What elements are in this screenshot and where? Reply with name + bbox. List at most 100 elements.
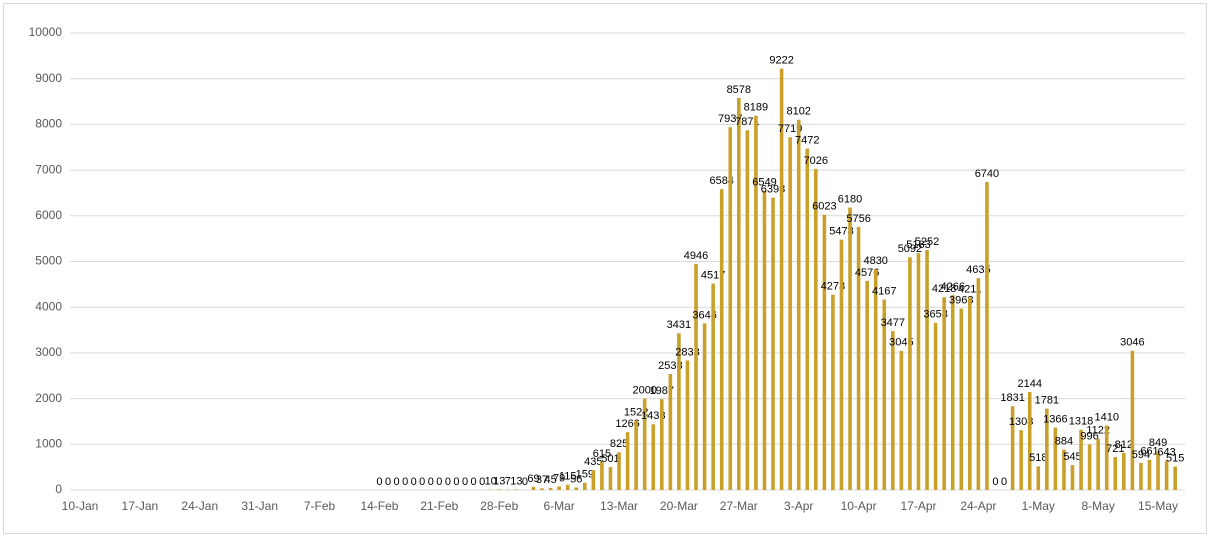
bar bbox=[540, 488, 544, 490]
bar bbox=[1156, 451, 1160, 490]
data-label: 884 bbox=[1055, 436, 1073, 448]
bar bbox=[848, 207, 852, 490]
bar bbox=[1053, 427, 1058, 490]
data-label: 1987 bbox=[650, 385, 674, 397]
bar bbox=[548, 487, 553, 490]
y-tick-label: 4000 bbox=[35, 299, 62, 313]
data-label: 0 bbox=[992, 476, 998, 488]
x-tick-label: 10-Apr bbox=[841, 499, 877, 513]
bar bbox=[745, 130, 750, 491]
bar bbox=[805, 148, 810, 490]
bar bbox=[873, 269, 878, 490]
data-label: 3477 bbox=[881, 317, 905, 329]
data-label: 4218 bbox=[932, 283, 956, 295]
data-label: 3046 bbox=[1120, 337, 1144, 349]
data-label: 56 bbox=[570, 473, 582, 485]
bar bbox=[1173, 466, 1177, 490]
bar bbox=[1104, 425, 1109, 490]
bar bbox=[497, 489, 502, 490]
y-tick-label: 2000 bbox=[35, 391, 62, 405]
y-tick-label: 9000 bbox=[35, 71, 62, 85]
data-label: 13 bbox=[510, 475, 522, 487]
bar bbox=[1096, 438, 1100, 490]
data-label: 4830 bbox=[863, 255, 887, 267]
data-label: 4266 bbox=[940, 281, 964, 293]
data-label: 6023 bbox=[812, 201, 836, 213]
data-label: 5478 bbox=[829, 226, 853, 238]
data-label: 0 bbox=[436, 476, 442, 488]
y-tick-label: 1000 bbox=[35, 436, 62, 450]
data-label: 0 bbox=[385, 476, 391, 488]
bar bbox=[565, 484, 570, 490]
bar bbox=[822, 214, 827, 490]
data-label: 6740 bbox=[975, 168, 999, 180]
bar bbox=[891, 331, 895, 490]
data-label: 0 bbox=[402, 476, 408, 488]
x-tick-label: 17-Apr bbox=[900, 499, 936, 513]
bar bbox=[1027, 392, 1032, 490]
data-label: 4635 bbox=[966, 264, 990, 276]
data-label: 0 bbox=[479, 476, 485, 488]
data-label: 1438 bbox=[641, 410, 665, 422]
data-label: 1831 bbox=[1000, 392, 1024, 404]
data-label: 545 bbox=[1063, 451, 1081, 463]
bar bbox=[985, 181, 989, 490]
x-tick-label: 15-May bbox=[1138, 499, 1178, 513]
data-label: 518 bbox=[1029, 452, 1047, 464]
data-label: 825 bbox=[610, 438, 628, 450]
data-label: 0 bbox=[1001, 476, 1007, 488]
data-label: 5092 bbox=[898, 243, 922, 255]
bar bbox=[514, 489, 519, 490]
bar bbox=[651, 424, 656, 490]
data-label: 1410 bbox=[1094, 411, 1118, 423]
bar bbox=[839, 239, 844, 490]
bar bbox=[1062, 449, 1066, 490]
bar bbox=[856, 226, 861, 490]
bar bbox=[831, 294, 835, 490]
data-label: 7026 bbox=[804, 155, 828, 167]
x-tick-label: 6-Mar bbox=[543, 499, 574, 513]
data-label: 5756 bbox=[846, 213, 870, 225]
data-label: 2538 bbox=[658, 360, 682, 372]
data-label: 3045 bbox=[889, 337, 913, 349]
data-label: 721 bbox=[1106, 443, 1124, 455]
data-label: 4576 bbox=[855, 267, 879, 279]
bar bbox=[968, 297, 972, 490]
bar bbox=[814, 168, 818, 490]
bar bbox=[583, 482, 587, 490]
x-tick-label: 24-Apr bbox=[960, 499, 996, 513]
data-label: 1266 bbox=[615, 418, 639, 430]
bar bbox=[942, 297, 946, 490]
data-label: 7871 bbox=[735, 116, 759, 128]
data-label: 37 bbox=[536, 474, 548, 486]
data-label: 7719 bbox=[778, 123, 802, 135]
data-label: 45 bbox=[544, 474, 556, 486]
data-label: 849 bbox=[1149, 437, 1167, 449]
data-label: 3968 bbox=[949, 295, 973, 307]
data-label: 8189 bbox=[744, 102, 768, 114]
x-tick-label: 7-Feb bbox=[304, 499, 336, 513]
bar bbox=[1139, 462, 1143, 490]
bar bbox=[1070, 465, 1075, 490]
data-label: 594 bbox=[1132, 449, 1150, 461]
data-label: 0 bbox=[445, 476, 451, 488]
bar bbox=[711, 283, 715, 490]
bar bbox=[916, 253, 921, 490]
data-label: 2144 bbox=[1017, 378, 1041, 390]
y-tick-label: 7000 bbox=[35, 162, 62, 176]
y-tick-label: 0 bbox=[55, 482, 62, 496]
data-label: 515 bbox=[1166, 452, 1184, 464]
bar bbox=[762, 190, 767, 490]
data-label: 7937 bbox=[718, 113, 742, 125]
data-label: 0 bbox=[376, 476, 382, 488]
bar bbox=[908, 257, 912, 490]
bar bbox=[933, 322, 938, 490]
data-label: 3431 bbox=[667, 319, 691, 331]
bar bbox=[634, 420, 638, 490]
data-label: 6180 bbox=[838, 193, 862, 205]
y-tick-label: 5000 bbox=[35, 254, 62, 268]
data-label: 3658 bbox=[923, 309, 947, 321]
data-label: 0 bbox=[428, 476, 434, 488]
